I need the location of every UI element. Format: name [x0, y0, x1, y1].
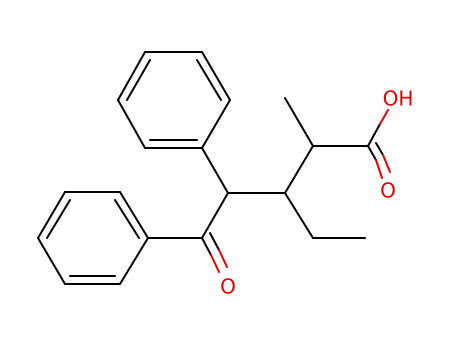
atom-label: O — [220, 275, 236, 299]
atom-label: O — [380, 179, 396, 203]
atom-label: OH — [383, 87, 414, 111]
bonds — [37, 51, 391, 285]
